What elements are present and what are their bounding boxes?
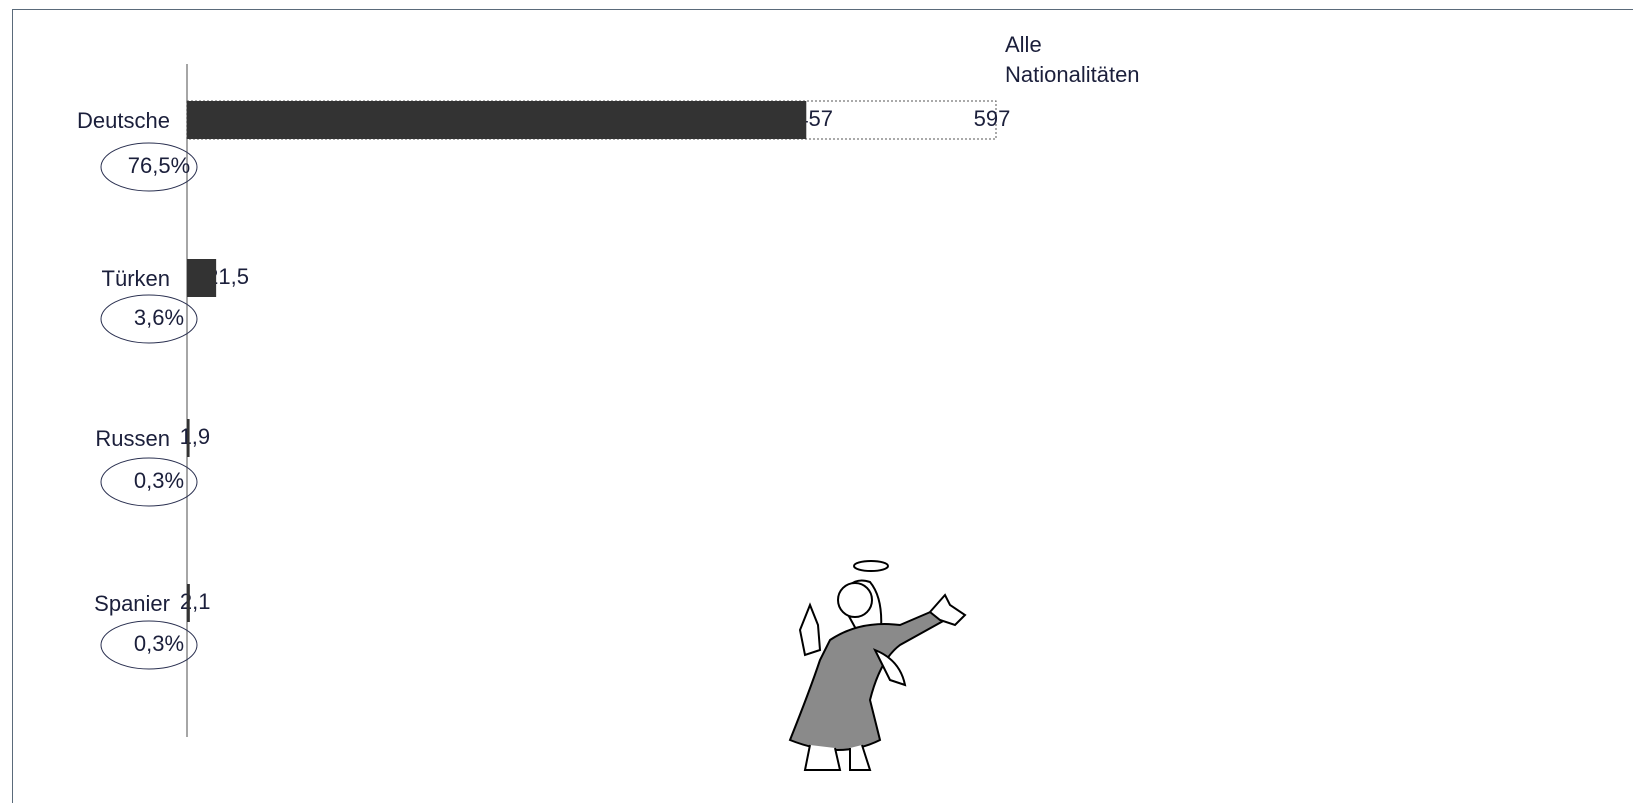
share-label: 0,3% [134,468,184,493]
share-label: 76,5% [128,153,190,178]
total-value-label: 597 [974,106,1011,131]
bar [187,259,217,297]
angel-clipart [788,560,967,771]
bar [187,101,807,139]
category-label: Türken [102,266,170,291]
value-label: 2,1 [180,589,211,614]
value-label: 1,9 [180,424,211,449]
share-oval [100,457,198,507]
category-label: Deutsche [77,108,170,133]
bar [187,584,190,622]
total-label: Alle Nationalitäten [1005,32,1140,87]
category-label: Russen [95,426,170,451]
share-label: 0,3% [134,631,184,656]
bar [187,419,190,457]
share-oval [100,620,198,670]
share-oval [100,294,198,344]
share-oval [100,142,198,192]
category-label: Spanier [94,591,170,616]
share-label: 3,6% [134,305,184,330]
